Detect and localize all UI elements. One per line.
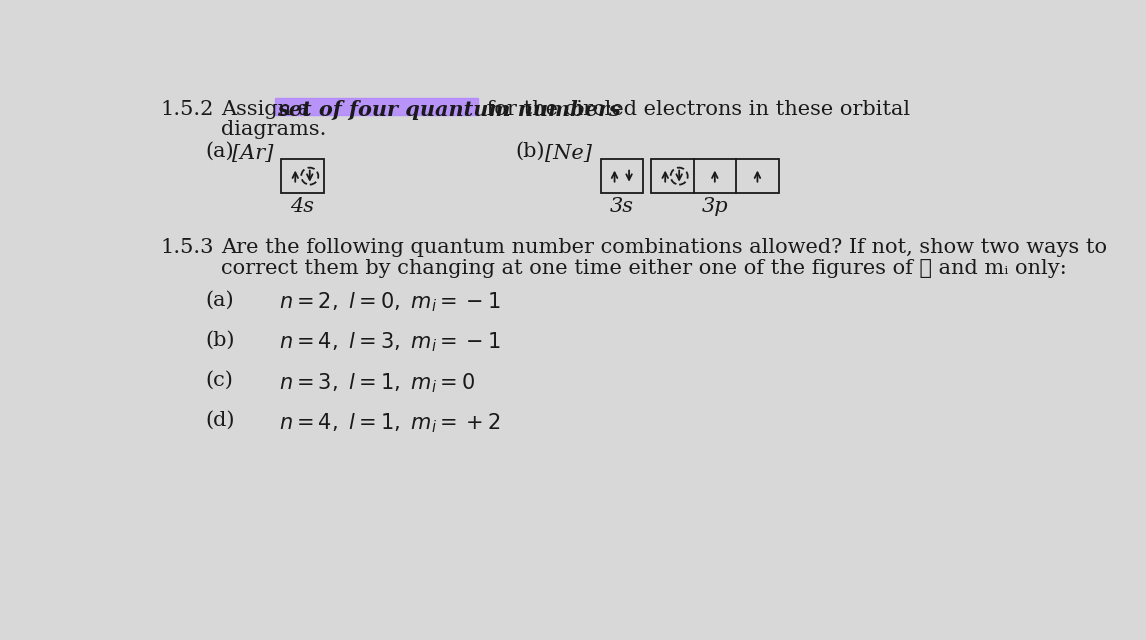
Text: $n=2,\ l=0,\ m_i=-1$: $n=2,\ l=0,\ m_i=-1$ (278, 291, 501, 314)
Text: (a): (a) (205, 291, 234, 310)
Text: 3p: 3p (701, 197, 728, 216)
Text: 1.5.3: 1.5.3 (160, 239, 214, 257)
Text: [Ne]: [Ne] (544, 144, 591, 163)
Text: diagrams.: diagrams. (221, 120, 327, 139)
Text: correct them by changing at one time either one of the figures of ℓ and mᵢ only:: correct them by changing at one time eit… (221, 259, 1067, 278)
Text: for the circled electrons in these orbital: for the circled electrons in these orbit… (479, 100, 910, 119)
Text: 3s: 3s (610, 197, 634, 216)
Text: $n=4,\ l=1,\ m_i=+2$: $n=4,\ l=1,\ m_i=+2$ (278, 411, 500, 435)
Bar (651, 159, 779, 193)
Text: (c): (c) (205, 371, 233, 390)
Text: (b): (b) (516, 142, 544, 161)
Text: set of four quantum numbers: set of four quantum numbers (276, 100, 620, 120)
Text: (a): (a) (205, 142, 234, 161)
Text: Assign a: Assign a (221, 100, 316, 119)
Text: $n=3,\ l=1,\ m_i=0$: $n=3,\ l=1,\ m_i=0$ (278, 371, 476, 394)
Text: 4s: 4s (291, 197, 314, 216)
Bar (281, 159, 324, 193)
Bar (275, 99, 478, 115)
Bar (601, 159, 643, 193)
Text: Are the following quantum number combinations allowed? If not, show two ways to: Are the following quantum number combina… (221, 239, 1107, 257)
Text: 1.5.2: 1.5.2 (160, 100, 213, 119)
Text: $n=4,\ l=3,\ m_i=-1$: $n=4,\ l=3,\ m_i=-1$ (278, 331, 501, 355)
Text: (d): (d) (205, 411, 235, 430)
Text: (b): (b) (205, 331, 235, 350)
Text: [Ar]: [Ar] (233, 144, 274, 163)
